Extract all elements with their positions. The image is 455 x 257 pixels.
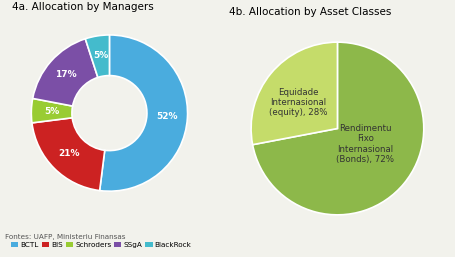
Wedge shape (251, 42, 337, 145)
Text: 52%: 52% (156, 112, 177, 121)
Text: 5%: 5% (92, 51, 108, 60)
Text: Rendimentu
Fixo
Internasional
(Bonds), 72%: Rendimentu Fixo Internasional (Bonds), 7… (335, 124, 393, 164)
Wedge shape (85, 35, 109, 77)
Text: 4b. Allocation by Asset Classes: 4b. Allocation by Asset Classes (229, 7, 391, 17)
Text: 5%: 5% (44, 107, 59, 116)
Wedge shape (31, 98, 72, 123)
Wedge shape (33, 39, 98, 106)
Text: 17%: 17% (55, 70, 77, 79)
Text: Fontes: UAFP, Ministeriu Finansas: Fontes: UAFP, Ministeriu Finansas (5, 234, 125, 240)
Text: 21%: 21% (58, 150, 79, 159)
Wedge shape (32, 118, 105, 191)
Text: Equidade
Internasional
(equity), 28%: Equidade Internasional (equity), 28% (269, 88, 327, 117)
Text: 4a. Allocation by Managers: 4a. Allocation by Managers (12, 2, 153, 12)
Wedge shape (252, 42, 423, 215)
Wedge shape (100, 35, 187, 191)
Legend: BCTL, BIS, Schroders, SSgA, BlackRock: BCTL, BIS, Schroders, SSgA, BlackRock (8, 239, 194, 251)
